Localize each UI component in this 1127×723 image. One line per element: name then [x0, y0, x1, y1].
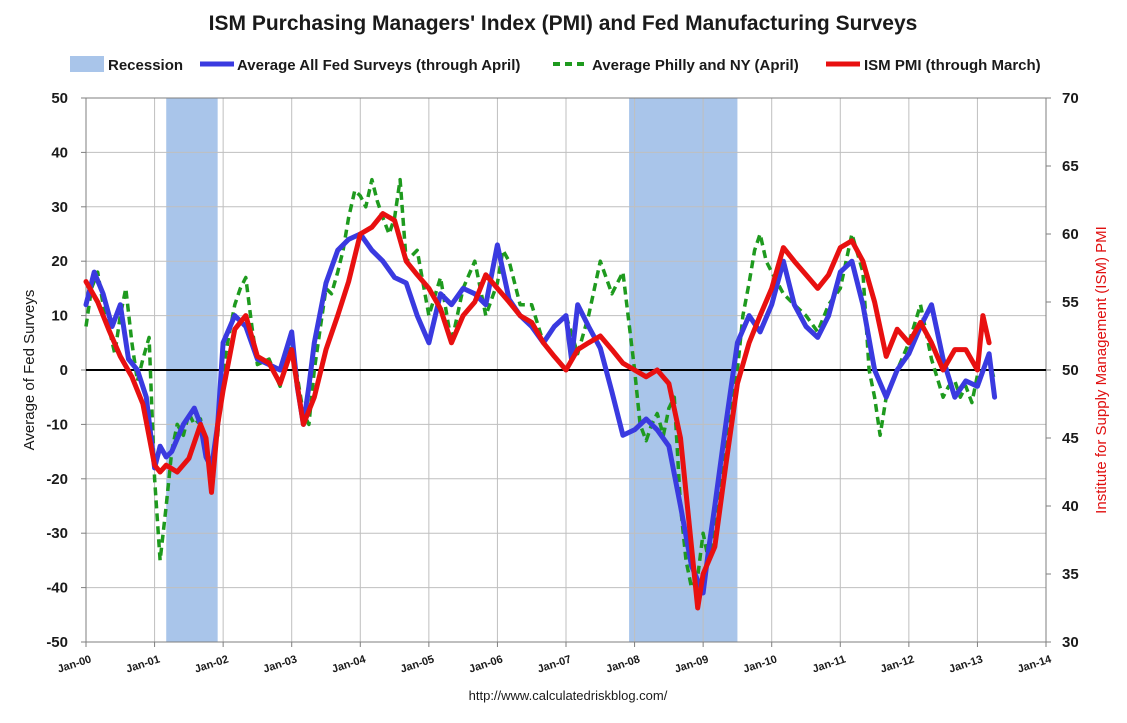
legend-fed-label: Average All Fed Surveys (through April)	[237, 57, 520, 74]
y-tick-right-label: 55	[1062, 294, 1079, 311]
y-tick-right-label: 70	[1062, 90, 1079, 107]
y-tick-left-label: -50	[46, 634, 68, 651]
x-tick-label: Jan-01	[125, 653, 162, 675]
x-tick-label: Jan-09	[673, 653, 710, 675]
y-tick-left-label: 0	[60, 362, 68, 379]
y-tick-left-label: -20	[46, 471, 68, 488]
y-tick-left-label: 30	[51, 199, 68, 216]
y-axis-left: 50 40 30 20 10 0 -10 -20 -30 -40 -50	[46, 90, 86, 651]
x-tick-label: Jan-08	[605, 653, 642, 675]
x-tick-label: Jan-14	[1016, 653, 1054, 675]
chart-title: ISM Purchasing Managers' Index (PMI) and…	[209, 12, 918, 35]
y-tick-right-label: 35	[1062, 566, 1079, 583]
y-tick-left-label: 40	[51, 144, 68, 161]
y-tick-right-label: 60	[1062, 226, 1079, 243]
y-tick-left-label: 10	[51, 308, 68, 325]
x-tick-label: Jan-12	[879, 653, 916, 675]
series-lines	[83, 177, 998, 611]
x-tick-label: Jan-04	[330, 653, 368, 675]
x-tick-label: Jan-07	[536, 653, 573, 675]
legend-philly-label: Average Philly and NY (April)	[592, 57, 799, 74]
x-tick-label: Jan-13	[947, 653, 984, 675]
legend-recession-swatch	[70, 56, 104, 72]
x-tick-label: Jan-03	[262, 653, 299, 675]
y-tick-left-label: 20	[51, 253, 68, 270]
series-line-ism-pmi	[83, 211, 992, 611]
y-axis-right-label: Institute for Supply Management (ISM) PM…	[1093, 226, 1110, 514]
source-url: http://www.calculatedriskblog.com/	[469, 688, 668, 703]
y-tick-left-label: -10	[46, 416, 68, 433]
x-tick-label: Jan-11	[811, 653, 847, 675]
x-tick-label: Jan-05	[399, 653, 436, 675]
legend: Recession Average All Fed Surveys (throu…	[70, 56, 1041, 74]
y-axis-right: 70 65 60 55 50 45 40 35 30	[1046, 90, 1079, 651]
legend-ism-label: ISM PMI (through March)	[864, 57, 1041, 74]
y-tick-right-label: 65	[1062, 158, 1079, 175]
y-tick-left-label: 50	[51, 90, 68, 107]
x-axis: Jan-00 Jan-01 Jan-02 Jan-03 Jan-04 Jan-05 Jan-…	[56, 642, 1054, 676]
y-tick-right-label: 45	[1062, 430, 1079, 447]
y-tick-right-label: 50	[1062, 362, 1079, 379]
x-tick-label: Jan-06	[467, 653, 504, 675]
y-tick-left-label: -40	[46, 580, 68, 597]
legend-recession-label: Recession	[108, 57, 183, 74]
x-tick-label: Jan-10	[742, 653, 779, 675]
y-axis-left-label: Average of Fed Surveys	[21, 290, 38, 451]
x-tick-label: Jan-00	[56, 653, 93, 675]
y-tick-left-label: -30	[46, 525, 68, 542]
series-line-philly-ny	[84, 177, 997, 590]
series-line-fed-surveys	[83, 231, 998, 596]
y-tick-right-label: 30	[1062, 634, 1079, 651]
y-tick-right-label: 40	[1062, 498, 1079, 515]
x-tick-label: Jan-02	[193, 653, 230, 675]
